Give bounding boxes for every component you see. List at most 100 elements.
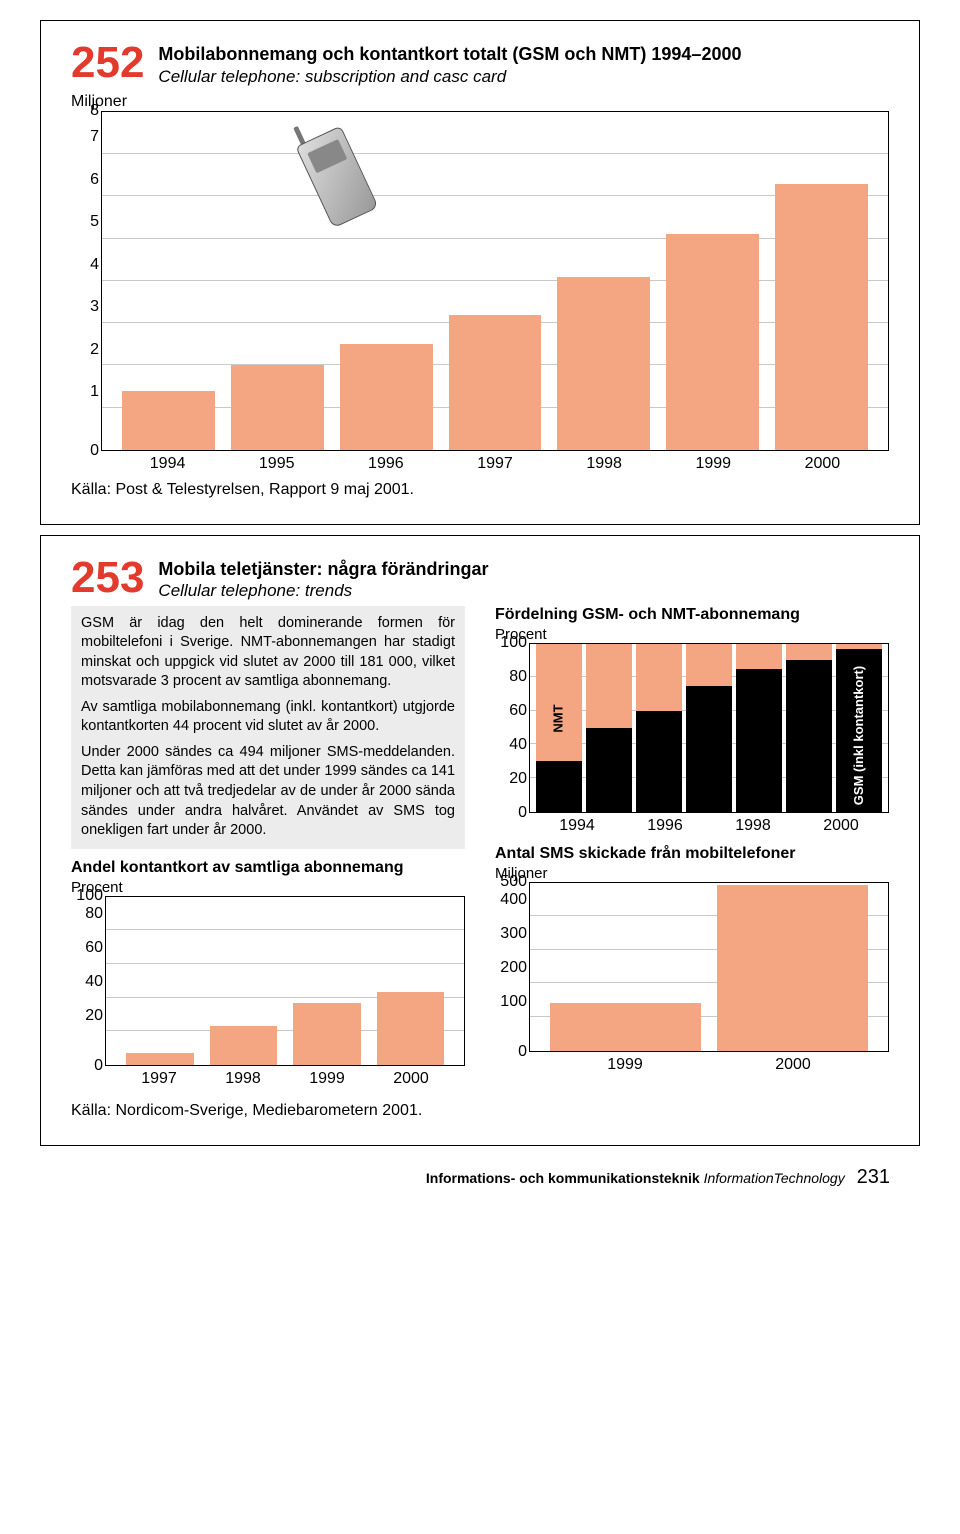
label-nmt: NMT [551, 704, 566, 732]
segment-nmt [586, 644, 632, 728]
y-tick-label: 100 [500, 634, 527, 652]
chart-kontant-y-unit: Procent [71, 879, 465, 896]
chart-sms-wrap: 5004003002001000 19992000 [529, 882, 889, 1074]
segment-gsm [636, 711, 682, 812]
stacked-bar [686, 644, 732, 812]
bar [550, 1003, 701, 1050]
segment-gsm [586, 728, 632, 812]
bar [340, 344, 433, 450]
y-tick-label: 20 [509, 770, 527, 788]
x-tick-label: 2000 [709, 1056, 877, 1074]
stacked-bar [586, 644, 632, 812]
panel-253-paragraph: Under 2000 sändes ca 494 miljoner SMS-me… [81, 743, 455, 841]
segment-nmt [736, 644, 782, 669]
x-tick-label: 2000 [797, 817, 885, 835]
panel-252-number: 252 [71, 41, 144, 85]
x-tick-label: 1997 [117, 1070, 201, 1088]
x-tick-label: 1997 [440, 455, 549, 473]
segment-nmt [686, 644, 732, 686]
bar [377, 992, 445, 1064]
panel-253-paragraph: Av samtliga mobilabonnemang (inkl. konta… [81, 698, 455, 737]
bar [231, 365, 324, 450]
x-tick-label: 1994 [113, 455, 222, 473]
x-tick-label: 1998 [550, 455, 659, 473]
chart-kontant-frame [105, 896, 465, 1066]
label-gsm: GSM (inkl kontantkort) [851, 665, 866, 804]
bars-container [530, 883, 888, 1051]
panel-253-header: 253 Mobila teletjänster: några förändrin… [71, 556, 889, 602]
x-tick-label: 1998 [201, 1070, 285, 1088]
y-tick-label: 200 [500, 960, 527, 976]
panel-252-title: Mobilabonnemang och kontantkort totalt (… [158, 41, 889, 87]
stacked-bar [786, 644, 832, 812]
bar [666, 234, 759, 449]
x-tick-label: 1995 [222, 455, 331, 473]
chart-kontant-heading: Andel kontantkort av samtliga abonnemang [71, 859, 465, 877]
segment-gsm [686, 686, 732, 812]
y-tick-label: 5 [90, 214, 99, 230]
bars-container [106, 897, 464, 1065]
panel-253: 253 Mobila teletjänster: några förändrin… [40, 535, 920, 1146]
y-tick-label: 20 [85, 1008, 103, 1024]
x-tick-label: 2000 [369, 1070, 453, 1088]
y-tick-label: 60 [85, 940, 103, 956]
y-tick-label: 60 [509, 702, 527, 720]
segment-nmt [536, 644, 582, 762]
y-tick-label: 0 [518, 1044, 527, 1060]
y-tick-label: 1 [90, 384, 99, 400]
segment-nmt [636, 644, 682, 711]
segment-gsm [786, 660, 832, 811]
chart-dist-frame: NMT GSM (inkl kontantkort) [529, 643, 889, 813]
panel-253-right-col: Fördelning GSM- och NMT-abonnemang Proce… [495, 606, 889, 1088]
y-tick-label: 80 [85, 906, 103, 922]
bar [717, 885, 868, 1051]
bar [210, 1026, 278, 1065]
chart-kontant-xlabels: 1997199819992000 [105, 1066, 465, 1088]
panel-253-columns: GSM är idag den helt dominerande formen … [71, 606, 889, 1088]
x-tick-label: 2000 [768, 455, 877, 473]
y-tick-label: 80 [509, 668, 527, 686]
panel-253-title-line2: Cellular telephone: trends [158, 580, 889, 601]
chart-dist-yticks: 100806040200 [495, 643, 527, 813]
panel-253-title-line1: Mobila teletjänster: några förändringar [158, 558, 889, 581]
chart-dist-y-unit: Procent [495, 626, 889, 643]
segment-nmt [786, 644, 832, 661]
bar [557, 277, 650, 450]
y-tick-label: 100 [76, 888, 103, 904]
chart-dist-xlabels: 1994199619982000 [529, 813, 889, 835]
page-footer: Informations- och kommunikationsteknik I… [40, 1156, 920, 1209]
footer-italic: InformationTechnology [704, 1170, 845, 1186]
y-tick-label: 6 [90, 172, 99, 188]
bar [293, 1003, 361, 1065]
chart-sms-xlabels: 19992000 [529, 1052, 889, 1074]
chart-sms-y-unit: Miljoner [495, 865, 889, 882]
y-tick-label: 8 [90, 103, 99, 119]
x-tick-label: 1996 [331, 455, 440, 473]
stacked-bars-container [530, 644, 888, 812]
x-tick-label: 1998 [709, 817, 797, 835]
bars-container [102, 112, 888, 450]
x-tick-label: 1999 [285, 1070, 369, 1088]
panel-253-paragraph: GSM är idag den helt dominerande formen … [81, 614, 455, 692]
y-tick-label: 500 [500, 874, 527, 890]
y-tick-label: 300 [500, 926, 527, 942]
y-tick-label: 40 [509, 736, 527, 754]
chart-sms-frame [529, 882, 889, 1052]
panel-252-source: Källa: Post & Telestyrelsen, Rapport 9 m… [71, 481, 889, 499]
panel-253-number: 253 [71, 556, 144, 600]
panel-253-left-col: GSM är idag den helt dominerande formen … [71, 606, 465, 1088]
y-tick-label: 4 [90, 257, 99, 273]
y-tick-label: 2 [90, 342, 99, 358]
x-tick-label: 1999 [659, 455, 768, 473]
bar [126, 1053, 194, 1065]
segment-gsm [736, 669, 782, 812]
x-tick-label: 1999 [541, 1056, 709, 1074]
chart-sms-yticks: 5004003002001000 [495, 882, 527, 1052]
panel-253-body-text: GSM är idag den helt dominerande formen … [71, 606, 465, 849]
chart-sms-heading: Antal SMS skickade från mobiltelefoner [495, 845, 889, 863]
panel-252: 252 Mobilabonnemang och kontantkort tota… [40, 20, 920, 525]
panel-252-y-unit: Miljoner [71, 93, 889, 111]
stacked-bar [736, 644, 782, 812]
y-tick-label: 7 [90, 129, 99, 145]
chart-dist-heading: Fördelning GSM- och NMT-abonnemang [495, 606, 889, 624]
